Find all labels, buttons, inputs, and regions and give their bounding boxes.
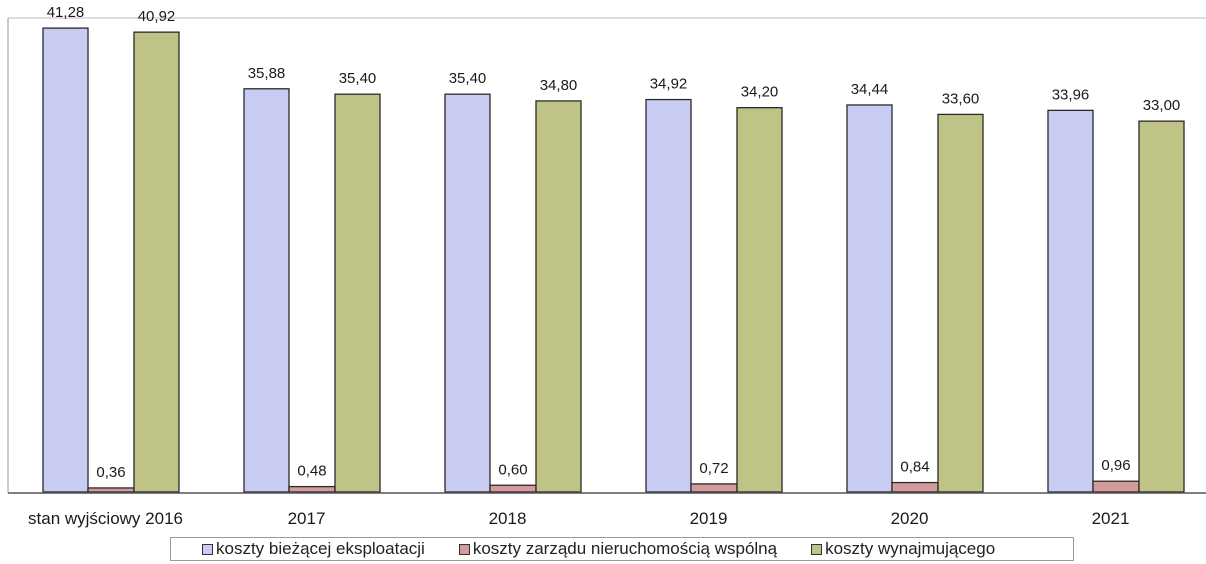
- data-label-2-6: 0,96: [1101, 457, 1130, 474]
- data-label-1-4: 34,92: [650, 76, 688, 93]
- data-label-3-1: 40,92: [138, 8, 176, 25]
- bar-1-4: [645, 98, 692, 493]
- x-tick-label-6: 2021: [1092, 509, 1130, 528]
- data-label-2-1: 0,36: [96, 464, 125, 481]
- bar-2-6: [1092, 480, 1140, 493]
- legend: koszty bieżącej eksploatacji koszty zarz…: [170, 537, 1074, 561]
- legend-swatch-1: [202, 543, 213, 555]
- x-tick-label-1: stan wyjściowy 2016: [28, 509, 183, 528]
- legend-label-2: koszty zarządu nieruchomością wspólną: [472, 539, 778, 558]
- bar-1-6: [1047, 109, 1094, 493]
- x-tick-label-5: 2020: [891, 509, 929, 528]
- data-label-3-2: 35,40: [339, 70, 377, 87]
- data-label-2-3: 0,60: [498, 461, 527, 478]
- bar-2-5: [891, 481, 939, 493]
- data-label-2-5: 0,84: [900, 459, 929, 476]
- bar-chart: 41,28 0,36 40,92 stan wyjściowy 2016 35,88 0,…: [7, 4, 1206, 528]
- x-tick-label-2: 2017: [288, 509, 326, 528]
- bar-3-4: [736, 107, 783, 493]
- bar-1-2: [243, 88, 290, 493]
- bar-2-4: [690, 483, 738, 493]
- data-label-1-6: 33,96: [1052, 86, 1090, 103]
- legend-label-1: koszty bieżącej eksploatacji: [216, 539, 425, 558]
- bar-1-1: [42, 27, 89, 493]
- labels-layer: 41,28 0,36 40,92 stan wyjściowy 2016 35,88 0,…: [28, 4, 1180, 528]
- data-label-2-2: 0,48: [297, 463, 326, 480]
- bar-2-3: [489, 484, 537, 493]
- legend-item-3: koszty wynajmującego: [811, 539, 995, 559]
- data-label-3-5: 33,60: [942, 90, 980, 107]
- bar-3-2: [334, 93, 381, 493]
- x-tick-label-3: 2018: [489, 509, 527, 528]
- bar-2-1: [87, 487, 135, 493]
- bar-1-3: [444, 93, 491, 493]
- legend-item-2: koszty zarządu nieruchomością wspólną: [458, 539, 778, 559]
- data-label-1-3: 35,40: [449, 70, 487, 87]
- data-label-3-6: 33,00: [1143, 97, 1181, 114]
- bars-layer: [42, 27, 1185, 493]
- bar-3-6: [1138, 120, 1185, 493]
- bar-3-3: [535, 100, 582, 493]
- data-label-2-4: 0,72: [699, 460, 728, 477]
- bar-1-5: [846, 104, 893, 493]
- bar-3-5: [937, 113, 984, 493]
- legend-swatch-2: [458, 543, 470, 555]
- legend-label-3: koszty wynajmującego: [825, 539, 996, 558]
- x-tick-label-4: 2019: [690, 509, 728, 528]
- bar-2-2: [288, 485, 336, 493]
- data-label-1-2: 35,88: [248, 65, 286, 82]
- data-label-3-4: 34,20: [741, 84, 779, 101]
- legend-item-1: koszty bieżącej eksploatacji: [202, 539, 425, 559]
- legend-swatch-3: [811, 543, 823, 555]
- data-label-1-5: 34,44: [851, 81, 889, 98]
- data-label-3-3: 34,80: [540, 77, 578, 94]
- bar-3-1: [133, 31, 180, 493]
- data-label-1-1: 41,28: [47, 4, 85, 21]
